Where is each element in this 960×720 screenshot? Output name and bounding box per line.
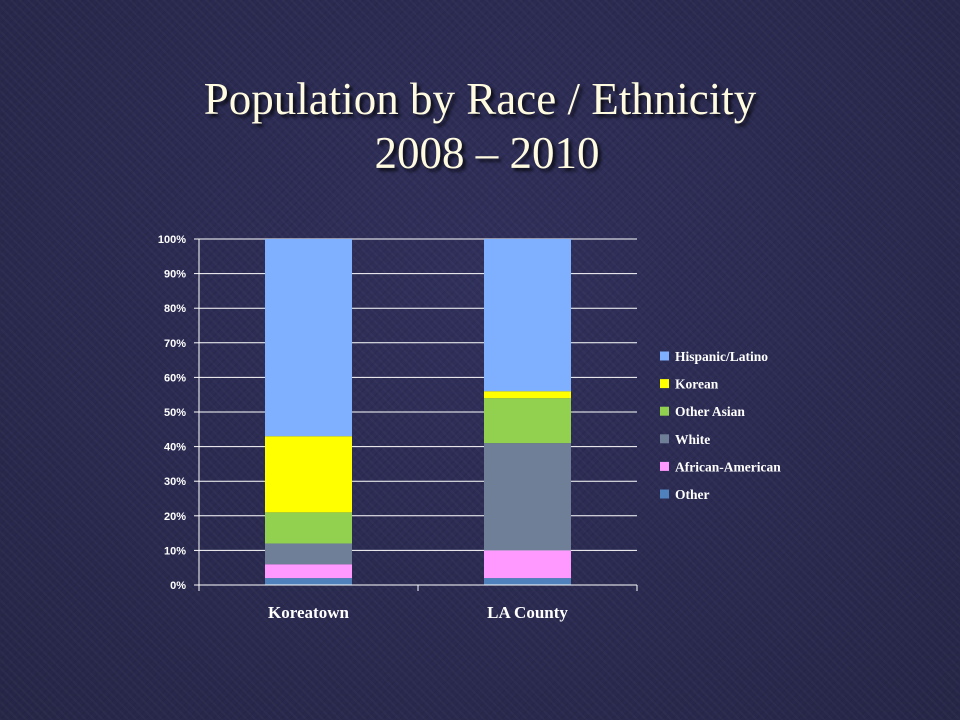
y-tick-label: 70% <box>164 338 186 350</box>
bar-segment-other <box>265 578 352 585</box>
bar-segment-other-asian <box>265 512 352 544</box>
legend-swatch <box>660 379 669 389</box>
legend-label: White <box>675 432 710 447</box>
bar-segment-korean <box>484 391 571 399</box>
legend-swatch <box>660 434 669 444</box>
legend-swatch <box>660 351 669 361</box>
x-category-label: LA County <box>487 603 568 622</box>
bar-segment-other <box>484 578 571 585</box>
bar-segment-white <box>265 543 352 565</box>
axes: 0% 10% 20% 30% 40% 50% 60% 70% 80% 90% 100% Koreato… <box>158 234 638 622</box>
title-line-2: 2008 – 2010 <box>374 128 600 178</box>
bar-segment-african-american <box>265 564 352 579</box>
title-line-1: Population by Race / Ethnicity <box>203 74 757 124</box>
y-tick-label: 50% <box>164 407 186 419</box>
legend-label: Other <box>675 487 710 502</box>
slide-title: Population by Race / Ethnicity 2008 – 20… <box>0 72 960 180</box>
y-tick-label: 100% <box>158 234 186 246</box>
bar-segment-hispanic-latino <box>484 239 571 392</box>
bar-segment-white <box>484 443 571 551</box>
x-category-label: Koreatown <box>268 603 349 622</box>
bar-segment-hispanic-latino <box>265 239 352 437</box>
y-tick-label: 80% <box>164 303 186 315</box>
y-tick-label: 20% <box>164 511 186 523</box>
bar-segment-korean <box>265 436 352 513</box>
legend-swatch <box>660 461 669 471</box>
y-tick-label: 0% <box>170 580 186 592</box>
gridlines <box>199 238 637 586</box>
legend-swatch <box>660 406 669 416</box>
legend-label: Hispanic/Latino <box>675 349 768 364</box>
y-tick-label: 90% <box>164 269 186 281</box>
legend: Hispanic/Latino Korean Other Asian White Afr… <box>660 349 781 502</box>
legend-label: Other Asian <box>675 404 745 419</box>
y-tick-label: 30% <box>164 476 186 488</box>
y-tick-label: 40% <box>164 442 186 454</box>
bar-segment-african-american <box>484 550 571 579</box>
bars <box>265 239 571 585</box>
legend-label: Korean <box>675 377 719 392</box>
bar-segment-other-asian <box>484 398 571 444</box>
legend-swatch <box>660 489 669 499</box>
y-tick-label: 60% <box>164 372 186 384</box>
y-tick-label: 10% <box>164 545 186 557</box>
legend-label: African-American <box>675 459 781 474</box>
